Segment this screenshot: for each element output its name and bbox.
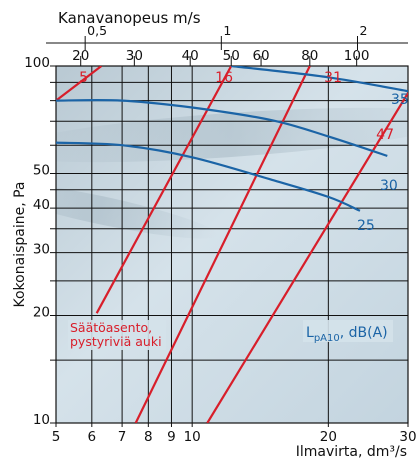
x-tick-label: 7 bbox=[118, 429, 127, 445]
x-tick-label: 6 bbox=[88, 429, 97, 445]
y-tick-label: 100 bbox=[24, 55, 50, 71]
sound-curve-30 bbox=[56, 98, 388, 157]
x-tick-label: 8 bbox=[144, 429, 153, 445]
y-tick-label: 20 bbox=[33, 305, 50, 321]
damper-line-label: 5 bbox=[79, 70, 88, 86]
damper-line-16 bbox=[95, 66, 233, 314]
x-tick-label: 30 bbox=[399, 429, 416, 445]
sound-curve-25 bbox=[56, 141, 361, 212]
damper-line-label: 31 bbox=[324, 70, 342, 86]
sound-label-backdrop bbox=[303, 320, 393, 342]
velocity-tick-label: 1 bbox=[223, 23, 231, 38]
sound-label-unit: , dB(A) bbox=[340, 325, 388, 341]
y-axis-title: Kokonaispaine, Pa bbox=[12, 182, 28, 308]
sound-curve-label: 25 bbox=[357, 218, 375, 234]
labels: 0,5 1 2 20 30 40 50 60 80 100 Kanavanopeus m/s Ilma… bbox=[12, 9, 417, 459]
sound-label-main: L bbox=[306, 325, 314, 341]
top-secondary-label: 100 bbox=[344, 48, 370, 64]
damper-line-5 bbox=[56, 66, 103, 102]
top-secondary-label: 40 bbox=[182, 48, 199, 64]
damper-line-label: 16 bbox=[215, 70, 233, 86]
top-secondary-label: 50 bbox=[223, 48, 240, 64]
x-tick-label: 9 bbox=[167, 429, 176, 445]
sound-curve-label: 30 bbox=[380, 178, 398, 194]
x-tick-label: 20 bbox=[320, 429, 337, 445]
sound-label-sub: pA10 bbox=[314, 333, 340, 344]
sound-curve-35 bbox=[231, 66, 408, 93]
damper-line-label: 47 bbox=[376, 127, 394, 143]
top-secondary-label: 60 bbox=[252, 48, 269, 64]
annotation-backdrop bbox=[68, 320, 166, 350]
x-axis-title: Ilmavirta, dm³/s bbox=[296, 444, 407, 459]
damper-position-annotation: pystyriviä auki bbox=[70, 334, 162, 349]
damper-line-47 bbox=[206, 92, 408, 423]
top-secondary-label: 20 bbox=[72, 48, 89, 64]
damper-line-31 bbox=[134, 66, 311, 423]
top-secondary-label: 80 bbox=[301, 48, 318, 64]
top-secondary-label: 30 bbox=[126, 48, 143, 64]
y-tick-label: 50 bbox=[33, 162, 50, 178]
damper-position-annotation: Säätöasento, bbox=[70, 320, 152, 335]
series bbox=[56, 66, 408, 423]
sound-curve-label: 35 bbox=[391, 92, 409, 108]
x-tick-label: 10 bbox=[184, 429, 201, 445]
y-tick-label: 30 bbox=[33, 242, 50, 258]
sound-level-label: LpA10, dB(A) bbox=[306, 325, 388, 344]
y-tick-label: 10 bbox=[33, 412, 50, 428]
y-tick-label: 40 bbox=[33, 197, 50, 213]
velocity-tick-label: 0,5 bbox=[87, 23, 107, 38]
velocity-tick-label: 2 bbox=[360, 23, 368, 38]
top-axis-title: Kanavanopeus m/s bbox=[58, 9, 201, 27]
x-tick-label: 5 bbox=[52, 429, 61, 445]
